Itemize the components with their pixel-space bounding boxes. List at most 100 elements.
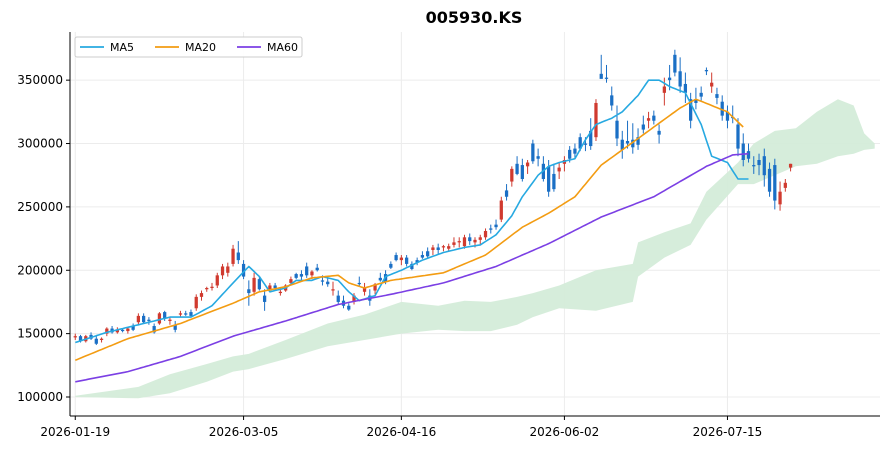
candle-body bbox=[704, 70, 709, 72]
candle bbox=[331, 281, 335, 296]
candle bbox=[689, 92, 693, 129]
candle bbox=[194, 294, 198, 311]
candle-body bbox=[441, 246, 446, 248]
candle-body bbox=[336, 295, 340, 302]
candle bbox=[773, 158, 777, 210]
candle-body bbox=[599, 73, 603, 79]
legend-label: MA60 bbox=[267, 41, 298, 54]
chart-title: 005930.KS bbox=[426, 8, 523, 27]
candle-body bbox=[615, 120, 619, 139]
candle bbox=[731, 105, 735, 124]
candle-body bbox=[741, 143, 745, 160]
grid bbox=[70, 32, 880, 416]
candle-body bbox=[294, 274, 298, 278]
candle-body bbox=[436, 247, 440, 250]
candle-body bbox=[762, 156, 766, 176]
candle bbox=[226, 262, 230, 277]
candle-body bbox=[415, 260, 419, 263]
candle bbox=[378, 272, 382, 282]
candle-body bbox=[641, 124, 645, 130]
candle-body bbox=[725, 111, 730, 121]
candle-body bbox=[736, 124, 740, 149]
candle bbox=[562, 156, 567, 172]
candle-body bbox=[678, 71, 682, 87]
candle-body bbox=[157, 313, 162, 324]
candle bbox=[436, 243, 440, 254]
candle bbox=[662, 77, 666, 106]
cloud-area bbox=[75, 99, 875, 399]
candle bbox=[499, 196, 503, 223]
candle-body bbox=[78, 336, 83, 342]
candle bbox=[557, 162, 561, 180]
candle-body bbox=[362, 288, 367, 292]
candle bbox=[163, 310, 167, 321]
candle bbox=[641, 115, 645, 134]
candle-body bbox=[547, 166, 551, 192]
candle-body bbox=[594, 102, 598, 138]
legend-box bbox=[74, 36, 303, 58]
candle bbox=[257, 276, 261, 291]
candle-body bbox=[710, 82, 714, 87]
candle-body bbox=[178, 313, 183, 315]
candle bbox=[715, 87, 719, 105]
candle-body bbox=[142, 315, 146, 323]
candle bbox=[625, 120, 630, 149]
candle-body bbox=[373, 284, 377, 291]
candle bbox=[315, 263, 319, 272]
candle-body bbox=[305, 266, 309, 276]
candle-body bbox=[536, 156, 540, 159]
y-tick-label: 100000 bbox=[17, 390, 63, 404]
candle-body bbox=[247, 289, 251, 294]
candle bbox=[341, 295, 346, 309]
candle-body bbox=[447, 246, 451, 249]
candle bbox=[704, 67, 709, 76]
candle-body bbox=[189, 312, 193, 316]
legend-label: MA5 bbox=[110, 41, 134, 54]
candle bbox=[73, 333, 77, 340]
candle bbox=[720, 95, 724, 121]
candle-body bbox=[452, 242, 456, 245]
candle-body bbox=[720, 101, 724, 116]
candle bbox=[178, 310, 183, 318]
candle bbox=[589, 118, 593, 150]
candle bbox=[573, 143, 577, 159]
candle bbox=[741, 133, 745, 167]
candle bbox=[762, 148, 766, 187]
candle bbox=[646, 111, 651, 129]
candle bbox=[247, 280, 251, 306]
candle bbox=[788, 163, 793, 172]
candle-body bbox=[631, 139, 635, 148]
candle-body bbox=[315, 267, 319, 271]
candle-body bbox=[331, 289, 335, 291]
candle-body bbox=[410, 263, 414, 269]
candle-body bbox=[199, 293, 204, 297]
candle bbox=[483, 228, 488, 240]
candle bbox=[673, 49, 677, 77]
candle bbox=[262, 289, 267, 311]
candle bbox=[599, 54, 603, 79]
candle bbox=[468, 233, 472, 245]
candle-body bbox=[778, 191, 782, 205]
candle bbox=[147, 317, 151, 325]
candle-body bbox=[699, 92, 703, 97]
candle-body bbox=[757, 160, 761, 166]
candle-body bbox=[578, 137, 582, 149]
candle-body bbox=[525, 162, 530, 167]
candle-body bbox=[625, 140, 630, 144]
candle-body bbox=[473, 239, 477, 243]
candle-body bbox=[646, 118, 651, 121]
x-tick-label: 2026-01-19 bbox=[40, 425, 110, 439]
candle-body bbox=[683, 83, 688, 93]
candle-body bbox=[431, 247, 435, 250]
series-ma60-line bbox=[75, 152, 749, 383]
candle-body bbox=[489, 228, 493, 230]
candle bbox=[604, 64, 609, 83]
y-tick-label: 250000 bbox=[17, 200, 63, 214]
candle-body bbox=[136, 315, 141, 323]
candle bbox=[184, 310, 188, 316]
candle-body bbox=[184, 313, 188, 315]
candle-body bbox=[589, 130, 593, 147]
candle-body bbox=[115, 329, 119, 333]
